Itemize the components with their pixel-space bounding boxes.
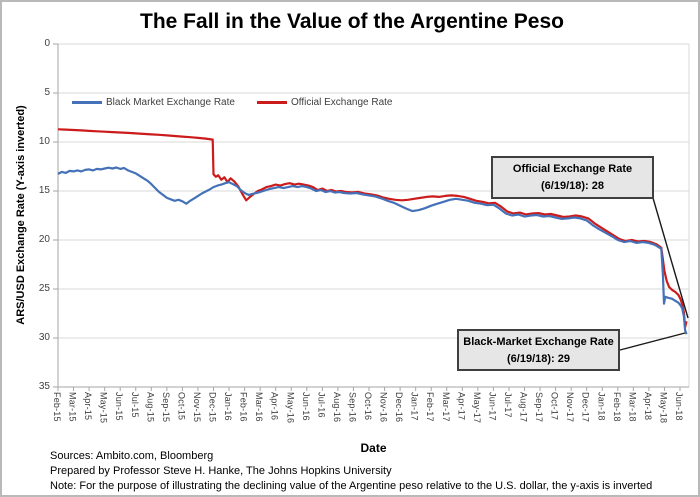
x-tick-label-May-16: May-16 [285, 392, 296, 424]
x-tick-label-Oct-16: Oct-16 [363, 392, 373, 421]
black-market-rate-callout: Black-Market Exchange Rate (6/19/18): 29 [457, 329, 620, 371]
x-tick-label-Dec-15: Dec-15 [207, 392, 218, 423]
x-tick-label-May-17: May-17 [471, 392, 482, 424]
x-tick-label-Apr-15: Apr-15 [83, 392, 94, 421]
legend: Black Market Exchange Rate Official Exch… [72, 97, 393, 108]
x-tick-label-Nov-15: Nov-15 [191, 392, 202, 423]
x-tick-label-Feb-16: Feb-16 [238, 392, 249, 422]
x-axis-title: Date [360, 441, 387, 455]
x-tick-label-Feb-18: Feb-18 [611, 392, 622, 422]
legend-label-black-market: Black Market Exchange Rate [106, 97, 235, 108]
x-tick-label-Jun-15: Jun-15 [114, 392, 125, 421]
x-tick-label-Nov-16: Nov-16 [378, 392, 389, 423]
y-tick-label-5: 5 [44, 87, 50, 98]
x-tick-label-Mar-17: Mar-17 [440, 392, 451, 422]
x-tick-label-Dec-16: Dec-16 [394, 392, 405, 423]
x-tick-label-Aug-17: Aug-17 [518, 392, 529, 423]
x-tick-label-Apr-17: Apr-17 [456, 392, 467, 421]
black-market-exchange-rate-line [57, 166, 688, 335]
x-tick-label-Aug-15: Aug-15 [145, 392, 156, 423]
legend-label-official: Official Exchange Rate [290, 97, 393, 108]
x-tick-label-Sep-16: Sep-16 [347, 392, 358, 423]
x-tick-label-Aug-16: Aug-16 [331, 392, 342, 423]
x-tick-label-May-15: May-15 [98, 392, 109, 424]
y-tick-label-25: 25 [38, 283, 50, 294]
y-tick-label-35: 35 [38, 381, 50, 392]
x-tick-label-Oct-17: Oct-17 [549, 392, 560, 421]
legend-item-official: Official Exchange Rate [256, 97, 393, 108]
y-tick-label-0: 0 [44, 38, 50, 49]
x-tick-label-Jan-16: Jan-16 [223, 392, 234, 421]
x-tick-label-Apr-16: Apr-16 [269, 392, 280, 421]
black-market-callout-line2: (6/19/18): 29 [507, 353, 570, 365]
x-tick-label-Jul-15: Jul-15 [129, 392, 140, 418]
x-tick-label-Mar-16: Mar-16 [254, 392, 265, 422]
footer-sources: Sources: Ambito.com, Bloomberg [50, 450, 214, 462]
chart-title: The Fall in the Value of the Argentine P… [140, 10, 564, 33]
x-tick-label-Jun-18: Jun-18 [674, 392, 684, 421]
x-tick-label-Apr-18: Apr-18 [642, 392, 653, 421]
y-tick-label-10: 10 [38, 136, 50, 147]
black-market-line-swatch [72, 101, 102, 104]
x-tick-label-Sep-15: Sep-15 [160, 392, 171, 423]
x-tick-label-Jan-17: Jan-17 [409, 392, 420, 421]
x-tick-label-Mar-18: Mar-18 [627, 392, 638, 422]
official-line-swatch [256, 101, 287, 104]
official-callout-leader-line [652, 197, 689, 319]
black-market-callout-leader-line [619, 332, 686, 351]
official-callout-line1: Official Exchange Rate [512, 163, 633, 175]
official-exchange-rate-line [57, 128, 688, 329]
y-axis-title: ARS/USD Exchange Rate (Y-axis inverted) [15, 105, 27, 325]
x-tick-label-Sep-17: Sep-17 [534, 392, 545, 423]
x-tick-label-Feb-17: Feb-17 [425, 392, 436, 422]
black-market-callout-line1: Black-Market Exchange Rate [463, 336, 614, 348]
x-tick-label-Mar-15: Mar-15 [67, 392, 78, 422]
x-tick-label-Jul-16: Jul-16 [316, 392, 327, 418]
legend-item-black-market: Black Market Exchange Rate [72, 97, 235, 108]
x-tick-label-Nov-17: Nov-17 [565, 392, 576, 423]
x-tick-label-Oct-15: Oct-15 [176, 392, 187, 421]
official-callout-line2: (6/19/18): 28 [541, 180, 604, 192]
x-tick-label-Jul-17: Jul-17 [502, 392, 513, 418]
footer-prepared-by: Prepared by Professor Steve H. Hanke, Th… [50, 465, 392, 477]
x-tick-label-Jan-18: Jan-18 [596, 392, 607, 421]
y-tick-label-20: 20 [38, 234, 50, 245]
y-tick-label-15: 15 [38, 185, 50, 196]
footer-notes: Sources: Ambito.com, Bloomberg Prepared … [50, 449, 690, 494]
x-tick-label-Dec-17: Dec-17 [580, 392, 591, 423]
x-tick-label-Feb-15: Feb-15 [52, 392, 62, 422]
x-tick-label-May-18: May-18 [658, 392, 669, 424]
x-tick-label-Jun-16: Jun-16 [300, 392, 311, 421]
x-tick-label-Jun-17: Jun-17 [487, 392, 498, 421]
y-tick-label-30: 30 [38, 332, 50, 343]
official-rate-callout: Official Exchange Rate (6/19/18): 28 [491, 156, 654, 199]
footer-note: Note: For the purpose of illustrating th… [50, 480, 653, 492]
